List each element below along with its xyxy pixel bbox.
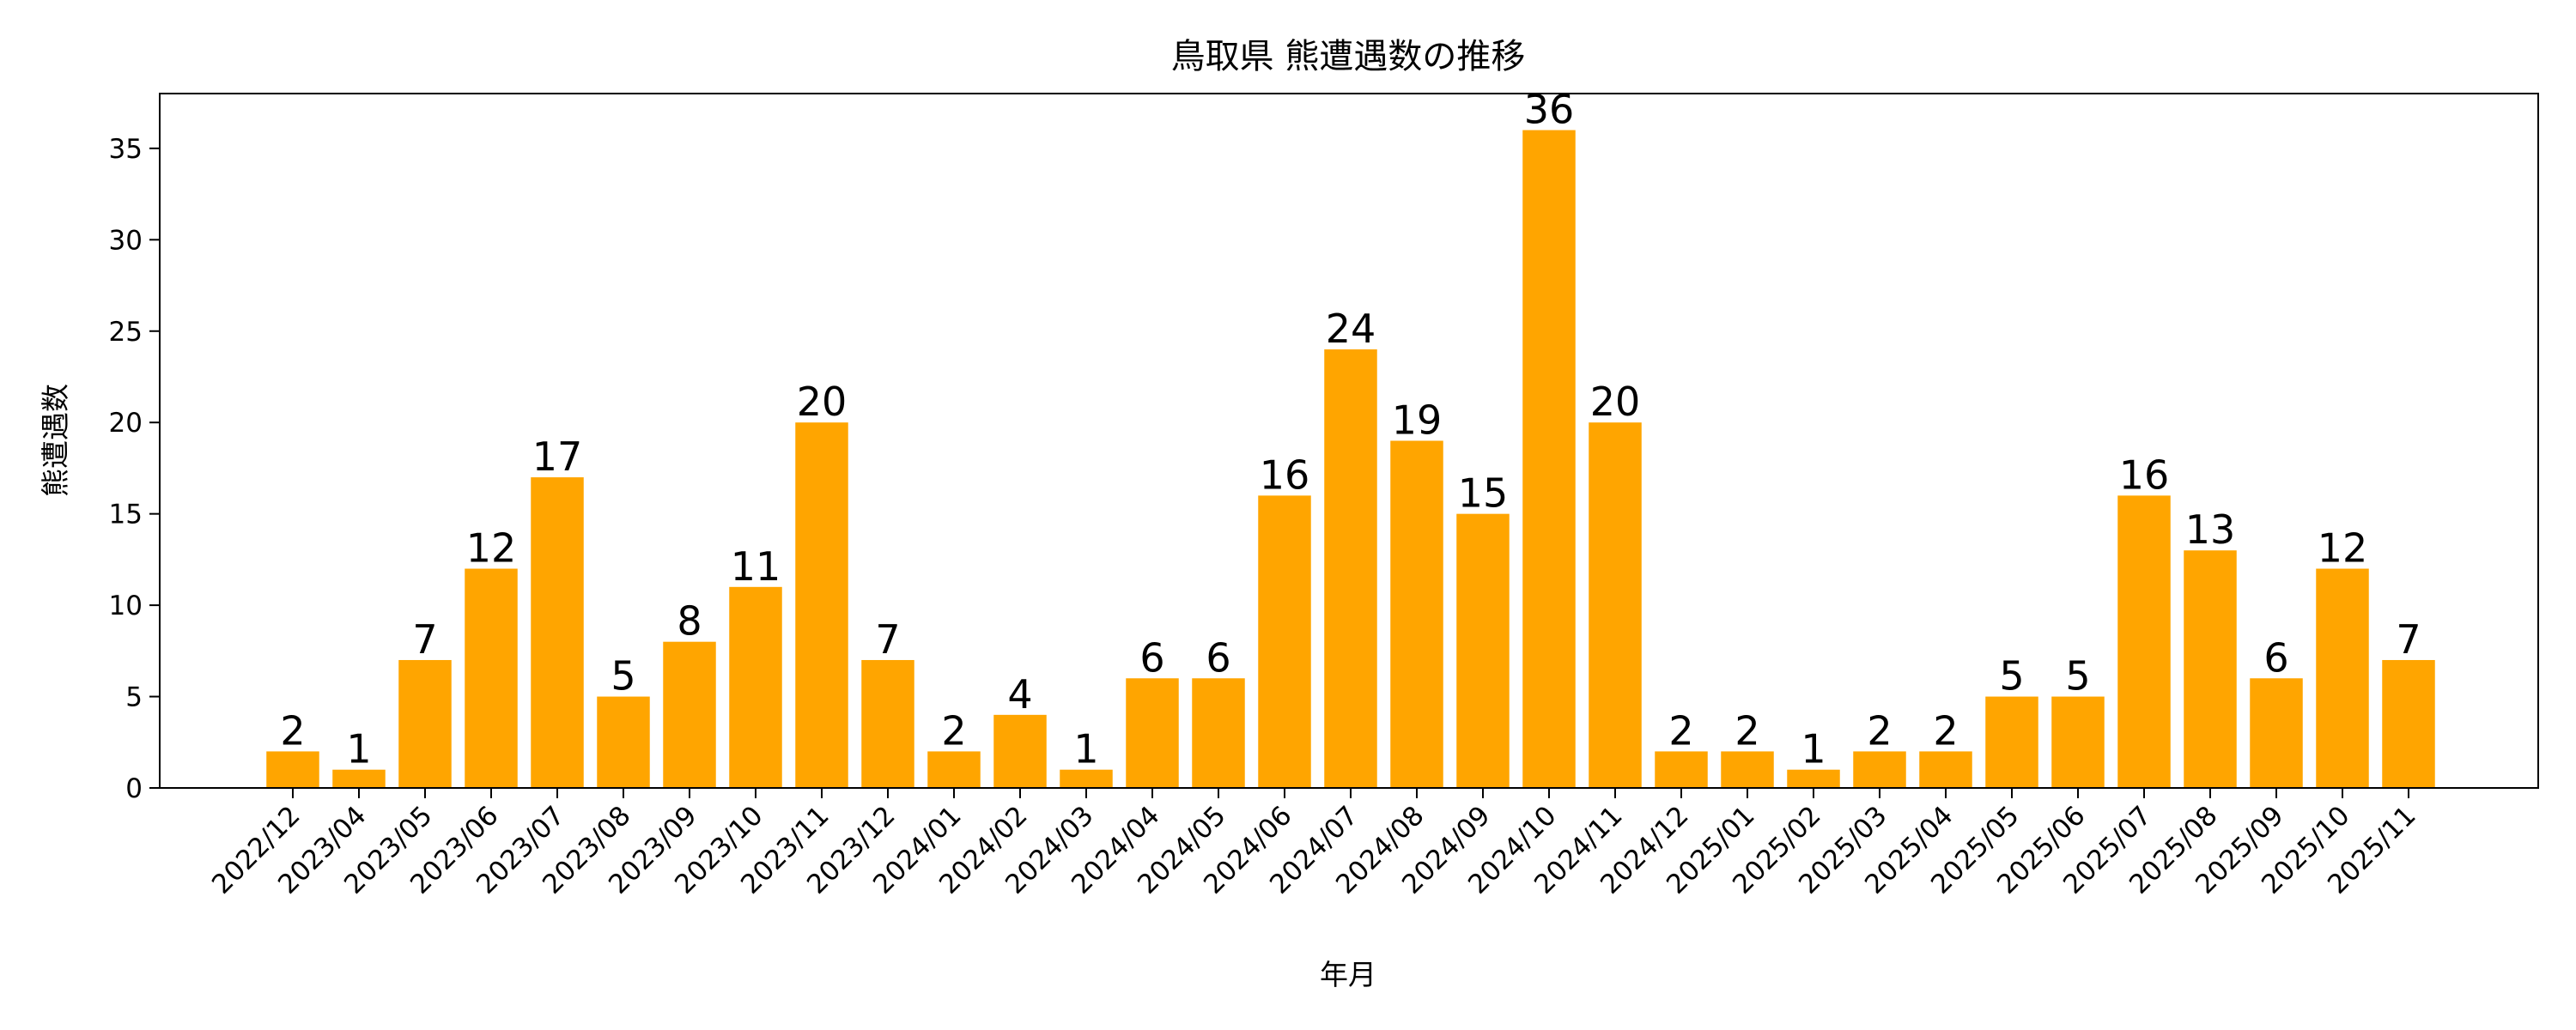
y-tick-label: 15 (109, 500, 143, 530)
bar (1919, 751, 1972, 788)
data-label: 13 (2185, 506, 2236, 553)
bar (2184, 550, 2237, 788)
data-label: 7 (875, 616, 900, 663)
data-label: 16 (2119, 451, 2170, 498)
data-label: 2 (1933, 707, 1958, 754)
bar (1853, 751, 1906, 788)
data-label: 2 (1735, 707, 1759, 754)
bar (663, 641, 716, 788)
data-label: 2 (1867, 707, 1892, 754)
bar (1258, 495, 1311, 788)
data-label: 7 (2396, 616, 2421, 663)
data-label: 15 (1458, 470, 1509, 517)
bar (1456, 513, 1510, 788)
bar (729, 586, 782, 788)
bar (993, 714, 1047, 788)
data-label: 20 (797, 379, 848, 425)
bar (1192, 678, 1245, 788)
bar (266, 751, 319, 788)
bar (2117, 495, 2171, 788)
data-label: 5 (1999, 653, 2024, 700)
bar (1390, 440, 1443, 788)
data-label: 1 (1073, 726, 1098, 772)
data-label: 19 (1392, 397, 1443, 444)
y-axis-label: 熊遭遇数 (39, 384, 72, 497)
data-label: 4 (1007, 671, 1032, 718)
bar (861, 659, 914, 788)
data-label: 6 (1139, 634, 1164, 681)
data-label: 12 (2318, 525, 2368, 572)
y-tick-label: 20 (109, 408, 143, 439)
y-tick-label: 25 (109, 317, 143, 348)
bar (795, 422, 848, 788)
bar (332, 769, 386, 788)
bar (1126, 678, 1179, 788)
data-label: 7 (412, 616, 437, 663)
plot-area: 0510152025303522022/1212023/0472023/0512… (109, 87, 2435, 900)
bar (1324, 349, 1377, 788)
bar (465, 568, 518, 788)
y-tick-label: 30 (109, 225, 143, 256)
bar (1985, 696, 2038, 788)
bar (531, 477, 584, 788)
data-label: 2 (1668, 707, 1693, 754)
y-tick-label: 0 (125, 773, 143, 804)
data-label: 2 (280, 707, 305, 754)
bar (927, 751, 981, 788)
data-label: 2 (941, 707, 966, 754)
bar (1787, 769, 1840, 788)
data-label: 24 (1326, 306, 1376, 352)
data-label: 11 (731, 543, 781, 590)
bar (2051, 696, 2105, 788)
data-label: 16 (1260, 451, 1310, 498)
bar (597, 696, 650, 788)
bar (1589, 422, 1642, 788)
data-label: 8 (677, 598, 702, 645)
bar (1655, 751, 1708, 788)
y-tick-label: 35 (109, 134, 143, 165)
plot-frame (159, 93, 2539, 789)
data-label: 17 (532, 433, 583, 480)
data-label: 5 (611, 653, 635, 700)
bar (2250, 678, 2303, 788)
x-axis-label: 年月 (1320, 958, 1376, 991)
bar (1060, 769, 1113, 788)
data-label: 1 (1801, 726, 1826, 772)
bar (1522, 130, 1576, 788)
data-label: 5 (2065, 653, 2090, 700)
data-label: 6 (2263, 634, 2288, 681)
data-label: 6 (1206, 634, 1230, 681)
bar (1721, 751, 1774, 788)
bar (398, 659, 452, 788)
data-label: 12 (466, 525, 517, 572)
data-label: 20 (1590, 379, 1641, 425)
y-tick-label: 10 (109, 591, 143, 621)
y-tick-label: 5 (125, 682, 143, 713)
data-label: 1 (346, 726, 371, 772)
bar (2382, 659, 2435, 788)
chart-title: 鳥取県 熊遭遇数の推移 (1171, 37, 1526, 76)
bar (2316, 568, 2369, 788)
